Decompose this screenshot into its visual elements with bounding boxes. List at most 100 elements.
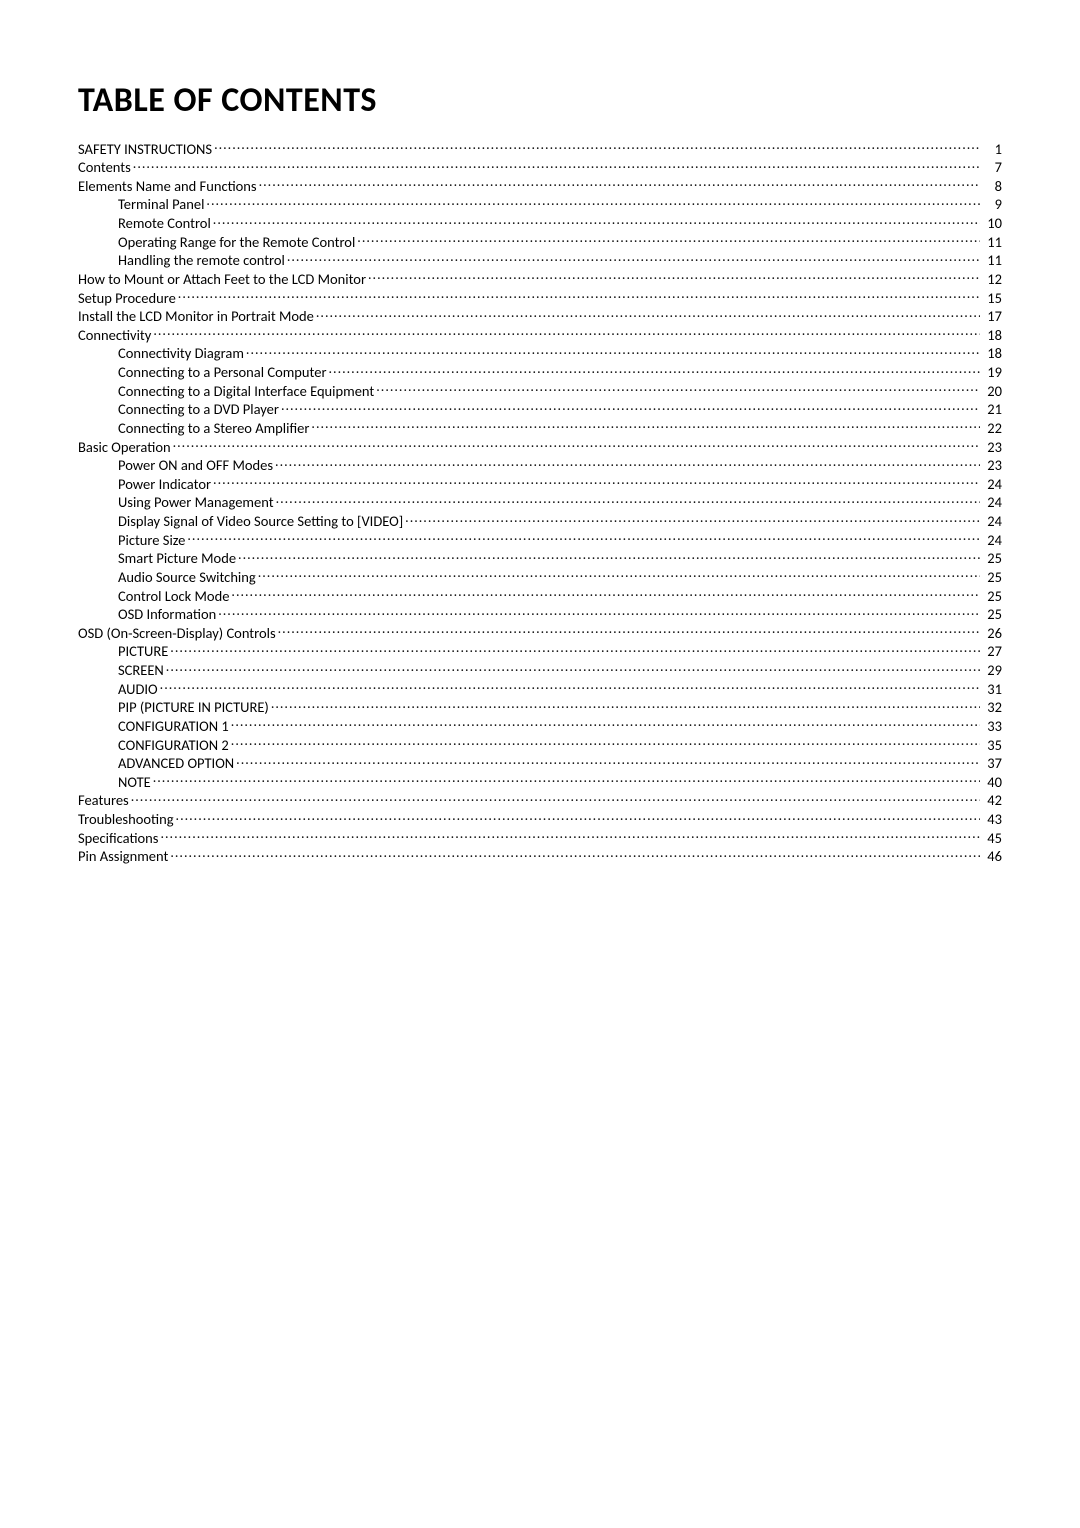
toc-entry: Audio Source Switching 25 xyxy=(78,567,1002,586)
toc-entry: Basic Operation23 xyxy=(78,437,1002,456)
toc-entry: Terminal Panel9 xyxy=(78,195,1002,214)
toc-entry-page: 24 xyxy=(982,493,1002,511)
toc-dot-leader xyxy=(131,791,980,806)
toc-dot-leader xyxy=(275,456,980,471)
toc-entry-page: 10 xyxy=(982,214,1002,232)
toc-dot-leader xyxy=(218,605,980,620)
toc-entry-page: 20 xyxy=(982,382,1002,400)
toc-entry: OSD (On-Screen-Display) Controls26 xyxy=(78,623,1002,642)
toc-entry-label: Audio Source Switching xyxy=(118,568,256,586)
toc-entry-label: OSD Information xyxy=(118,605,216,623)
toc-dot-leader xyxy=(166,661,980,676)
toc-entry: SCREEN29 xyxy=(78,661,1002,680)
toc-entry-page: 1 xyxy=(982,140,1002,158)
toc-entry: Control Lock Mode25 xyxy=(78,586,1002,605)
toc-entry-label: ADVANCED OPTION xyxy=(118,754,234,772)
toc-entry-page: 11 xyxy=(982,233,1002,251)
toc-entry-label: Picture Size xyxy=(118,531,185,549)
toc-entry: Operating Range for the Remote Control 11 xyxy=(78,232,1002,251)
toc-entry-label: Elements Name and Functions xyxy=(78,177,257,195)
toc-dot-leader xyxy=(271,698,980,713)
toc-dot-leader xyxy=(316,307,980,322)
toc-entry-page: 24 xyxy=(982,475,1002,493)
toc-entry: Smart Picture Mode25 xyxy=(78,549,1002,568)
toc-entry-page: 24 xyxy=(982,512,1002,530)
toc-dot-leader xyxy=(236,754,980,769)
toc-dot-leader xyxy=(133,158,980,173)
toc-dot-leader xyxy=(178,288,980,303)
toc-entry: CONFIGURATION 1 33 xyxy=(78,716,1002,735)
toc-dot-leader xyxy=(287,251,980,266)
toc-entry-label: Connecting to a DVD Player xyxy=(118,400,279,418)
toc-entry: Connecting to a Personal Computer19 xyxy=(78,363,1002,382)
toc-entry-label: OSD (On-Screen-Display) Controls xyxy=(78,624,276,642)
toc-entry-page: 25 xyxy=(982,587,1002,605)
toc-entry: Elements Name and Functions 8 xyxy=(78,176,1002,195)
toc-entry-label: NOTE xyxy=(118,773,151,791)
toc-entry-page: 45 xyxy=(982,829,1002,847)
toc-entry-label: SCREEN xyxy=(118,661,164,679)
toc-entry: Connecting to a Digital Interface Equipm… xyxy=(78,381,1002,400)
toc-dot-leader xyxy=(153,325,980,340)
toc-entry-page: 40 xyxy=(982,773,1002,791)
toc-entry: Handling the remote control11 xyxy=(78,251,1002,270)
toc-dot-leader xyxy=(329,363,980,378)
toc-dot-leader xyxy=(357,232,980,247)
toc-dot-leader xyxy=(376,381,980,396)
toc-entry: Troubleshooting43 xyxy=(78,810,1002,829)
toc-entry-label: Remote Control xyxy=(118,214,211,232)
toc-dot-leader xyxy=(187,530,980,545)
toc-entry-page: 25 xyxy=(982,568,1002,586)
toc-entry: OSD Information 25 xyxy=(78,605,1002,624)
toc-entry: ADVANCED OPTION 37 xyxy=(78,754,1002,773)
toc-entry-page: 37 xyxy=(982,754,1002,772)
toc-entry-label: Connectivity Diagram xyxy=(118,344,244,362)
toc-entry-label: CONFIGURATION 2 xyxy=(118,736,229,754)
toc-dot-leader xyxy=(231,716,980,731)
toc-entry-page: 8 xyxy=(982,177,1002,195)
toc-entry: Connectivity18 xyxy=(78,325,1002,344)
toc-entry-label: Using Power Management xyxy=(118,493,274,511)
toc-entry: NOTE 40 xyxy=(78,772,1002,791)
toc-dot-leader xyxy=(176,810,980,825)
toc-entry: SAFETY INSTRUCTIONS1 xyxy=(78,139,1002,158)
toc-entry-page: 33 xyxy=(982,717,1002,735)
toc-entry-label: Pin Assignment xyxy=(78,847,168,865)
toc-entry-page: 31 xyxy=(982,680,1002,698)
toc-dot-leader xyxy=(258,567,980,582)
toc-entry: Pin Assignment46 xyxy=(78,847,1002,866)
toc-entry: Connecting to a Stereo Amplifier22 xyxy=(78,418,1002,437)
toc-entry: Features 42 xyxy=(78,791,1002,810)
toc-entry-page: 18 xyxy=(982,326,1002,344)
toc-entry-label: Features xyxy=(78,791,129,809)
toc-entry-page: 23 xyxy=(982,438,1002,456)
toc-entry: Remote Control 10 xyxy=(78,214,1002,233)
toc-entry-label: Power ON and OFF Modes xyxy=(118,456,273,474)
toc-entry: Power ON and OFF Modes23 xyxy=(78,456,1002,475)
toc-dot-leader xyxy=(231,586,980,601)
toc-entry-page: 21 xyxy=(982,400,1002,418)
toc-entry-page: 9 xyxy=(982,195,1002,213)
toc-dot-leader xyxy=(170,642,980,657)
page-title: TABLE OF CONTENTS xyxy=(78,80,1002,121)
toc-dot-leader xyxy=(213,474,980,489)
toc-dot-leader xyxy=(278,623,980,638)
toc-entry-page: 25 xyxy=(982,549,1002,567)
toc-entry: Picture Size 24 xyxy=(78,530,1002,549)
toc-dot-leader xyxy=(206,195,980,210)
toc-entry-page: 24 xyxy=(982,531,1002,549)
toc-entry-label: PICTURE xyxy=(118,642,168,660)
toc-entry-page: 42 xyxy=(982,791,1002,809)
toc-entry-page: 25 xyxy=(982,605,1002,623)
toc-entry-page: 35 xyxy=(982,736,1002,754)
toc-entry: CONFIGURATION 2 35 xyxy=(78,735,1002,754)
toc-entry: How to Mount or Attach Feet to the LCD M… xyxy=(78,269,1002,288)
toc-entry-label: CONFIGURATION 1 xyxy=(118,717,229,735)
toc-dot-leader xyxy=(246,344,980,359)
toc-dot-leader xyxy=(281,400,980,415)
toc-entry-label: Power Indicator xyxy=(118,475,211,493)
toc-entry-label: Operating Range for the Remote Control xyxy=(118,233,355,251)
toc-entry-label: Connecting to a Personal Computer xyxy=(118,363,327,381)
toc-entry: Install the LCD Monitor in Portrait Mode… xyxy=(78,307,1002,326)
toc-entry: PIP (PICTURE IN PICTURE)32 xyxy=(78,698,1002,717)
